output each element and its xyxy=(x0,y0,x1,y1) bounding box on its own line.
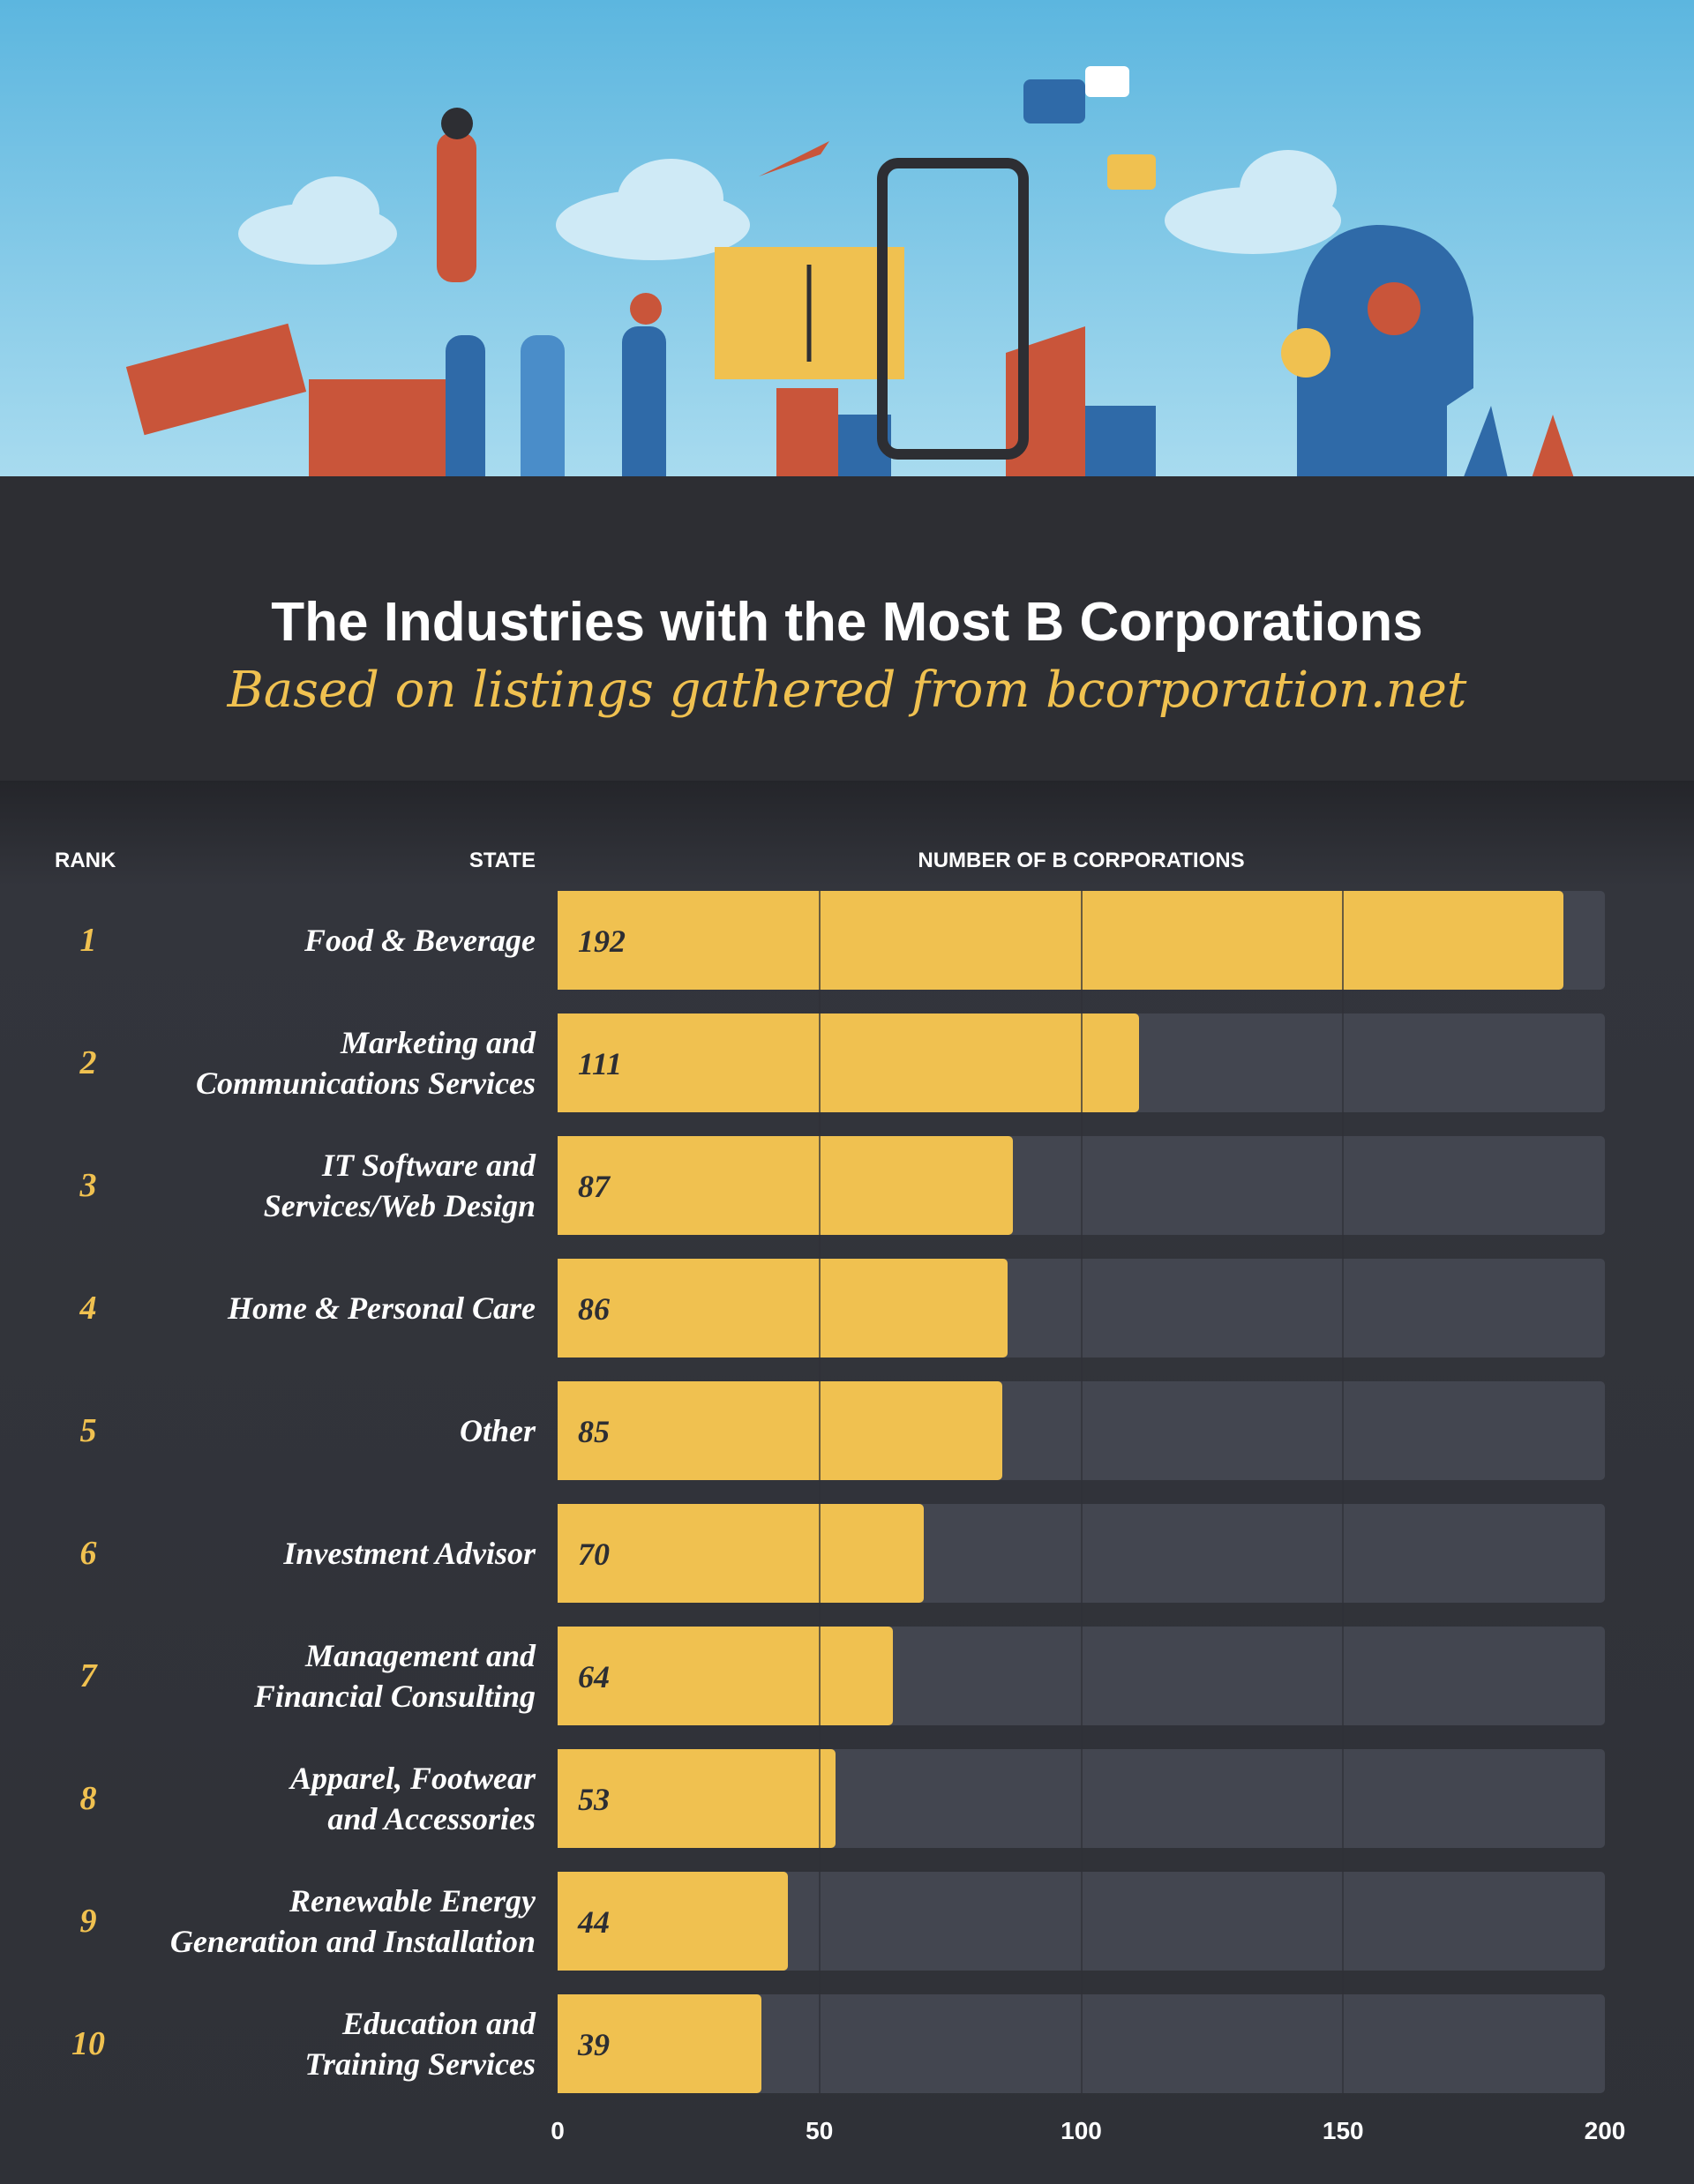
category-label: Investment Advisor xyxy=(125,1533,536,1574)
column-header-number: NUMBER OF B CORPORATIONS xyxy=(918,849,1245,872)
gridline xyxy=(1342,891,1345,2093)
rank-label: 5 xyxy=(79,1412,97,1449)
people xyxy=(437,108,666,529)
chart-title: The Industries with the Most B Corporati… xyxy=(271,592,1423,653)
chart-subtitle: Based on listings gathered from bcorpora… xyxy=(227,662,1467,719)
bar-value-label: 192 xyxy=(578,924,626,959)
category-label: Marketing and Communications Services xyxy=(125,1022,536,1103)
rank-label: 2 xyxy=(79,1044,97,1081)
category-label-line: Financial Consulting xyxy=(253,1679,536,1714)
bar xyxy=(558,891,1563,990)
bar-value-label: 44 xyxy=(578,1904,610,1940)
category-label-line: Investment Advisor xyxy=(283,1536,536,1571)
bar xyxy=(558,1013,1139,1112)
bar xyxy=(558,1749,836,1848)
category-label: Management and Financial Consulting xyxy=(125,1635,536,1717)
category-label-line: Services/Web Design xyxy=(263,1188,536,1223)
gear-head xyxy=(1281,225,1473,520)
bar-value-label: 111 xyxy=(578,1046,623,1081)
bar xyxy=(558,1627,893,1725)
category-label-line: Renewable Energy xyxy=(289,1883,536,1918)
x-tick-label: 200 xyxy=(1584,2117,1626,2144)
bar-value-label: 39 xyxy=(578,2027,610,2062)
category-label-line: Marketing and xyxy=(340,1025,536,1060)
gridline xyxy=(818,891,821,2093)
category-label-line: Education and xyxy=(341,2006,536,2041)
category-label: Food & Beverage xyxy=(125,920,536,961)
bar-value-label: 64 xyxy=(578,1659,610,1694)
category-label-line: Generation and Installation xyxy=(169,1924,536,1959)
x-tick-label: 150 xyxy=(1322,2117,1364,2144)
scale-sign xyxy=(715,247,904,379)
category-label: Education and Training Services xyxy=(125,2003,536,2084)
rank-label: 3 xyxy=(79,1167,97,1204)
rank-label: 1 xyxy=(79,922,97,959)
chart-background xyxy=(0,781,1694,2184)
category-label: IT Software and Services/Web Design xyxy=(125,1145,536,1226)
rank-label: 4 xyxy=(79,1290,97,1327)
rank-label: 9 xyxy=(79,1903,97,1940)
category-label: Renewable Energy Generation and Installat… xyxy=(125,1881,536,1962)
bar xyxy=(558,1504,925,1603)
category-label-line: Communications Services xyxy=(195,1066,536,1101)
category-label-line: and Accessories xyxy=(327,1801,536,1836)
title-band xyxy=(0,476,1694,781)
column-header-state: STATE xyxy=(468,849,536,872)
rank-label: 7 xyxy=(79,1657,97,1694)
bar-value-label: 85 xyxy=(578,1414,610,1449)
bar-value-label: 87 xyxy=(578,1169,610,1204)
bar-value-label: 86 xyxy=(578,1291,610,1327)
x-tick-label: 100 xyxy=(1061,2117,1102,2144)
bar xyxy=(558,1872,789,1971)
bar-value-label: 53 xyxy=(578,1782,610,1817)
bar-value-label: 70 xyxy=(578,1537,610,1572)
bar xyxy=(558,1381,1003,1480)
category-label: Other xyxy=(125,1410,536,1451)
category-label-line: Home & Personal Care xyxy=(228,1290,536,1326)
category-label: Apparel, Footwear and Accessories xyxy=(125,1758,536,1839)
bar xyxy=(558,1994,762,2093)
bar xyxy=(558,1259,1008,1358)
column-header-rank: RANK xyxy=(55,849,116,872)
category-label-line: Food & Beverage xyxy=(304,923,536,958)
x-tick-label: 50 xyxy=(806,2117,834,2144)
category-label-line: IT Software and xyxy=(321,1148,536,1183)
category-label-line: Training Services xyxy=(304,2046,536,2082)
category-label-line: Apparel, Footwear xyxy=(289,1761,536,1796)
rank-label: 6 xyxy=(79,1535,97,1572)
rank-label: 10 xyxy=(71,2025,105,2062)
category-label: Home & Personal Care xyxy=(125,1288,536,1328)
clouds xyxy=(238,150,1341,265)
category-label-line: Other xyxy=(459,1413,536,1448)
rank-label: 8 xyxy=(79,1780,97,1817)
x-tick-label: 0 xyxy=(551,2117,565,2144)
bar xyxy=(558,1136,1014,1235)
speech-bubbles xyxy=(759,66,1156,190)
gridline xyxy=(1080,891,1083,2093)
category-label-line: Management and xyxy=(304,1638,536,1673)
